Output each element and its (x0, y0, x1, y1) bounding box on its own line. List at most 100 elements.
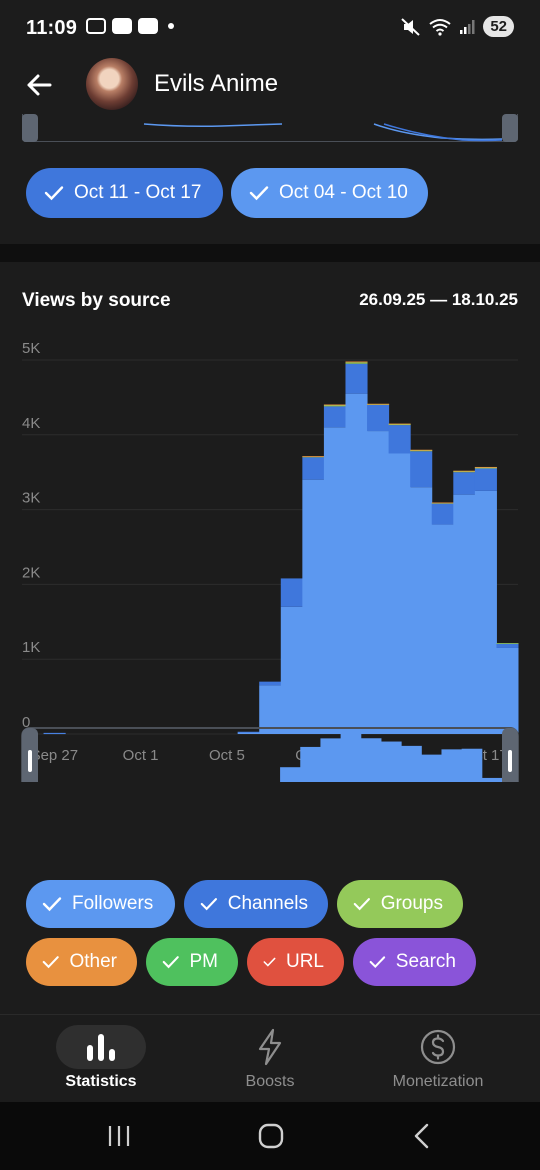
bar-groups-oct-11[interactable] (345, 362, 368, 364)
status-bar: 11:09 52 (0, 0, 540, 56)
y-tick-label: 1K (22, 639, 40, 656)
legend-chip-search[interactable]: Search (353, 938, 476, 986)
bar-followers-oct-15[interactable] (431, 524, 454, 734)
bar-channels-oct-16[interactable] (453, 472, 476, 495)
nav-statistics[interactable]: Statistics (16, 1025, 186, 1101)
bar-groups-oct-17[interactable] (474, 467, 497, 469)
bar-other-oct-13[interactable] (388, 423, 411, 425)
legend-chip-url[interactable]: URL (247, 938, 344, 986)
bar-channels-oct-8[interactable] (280, 578, 303, 607)
bar-channels-oct-9[interactable] (302, 457, 325, 480)
bar-groups-oct-13[interactable] (388, 423, 411, 426)
check-icon (42, 956, 59, 969)
wifi-icon (429, 18, 451, 36)
navigator-bar (280, 767, 301, 782)
dollar-circle-icon (420, 1029, 456, 1065)
arrow-left-icon[interactable] (24, 70, 54, 100)
bar-other-oct-14[interactable] (410, 449, 433, 451)
legend-chip-other[interactable]: Other (26, 938, 137, 986)
bar-channels-oct-18[interactable] (496, 643, 519, 648)
check-icon (200, 898, 218, 911)
bar-other-oct-11[interactable] (345, 361, 368, 363)
lightning-icon (258, 1028, 282, 1066)
battery-indicator: 52 (483, 16, 514, 37)
bar-followers-oct-10[interactable] (323, 427, 346, 734)
bar-channels-oct-6[interactable] (237, 731, 260, 733)
bar-followers-oct-6[interactable] (237, 732, 260, 734)
youtube-icon-2 (138, 18, 158, 34)
nav-boosts-label: Boosts (245, 1073, 295, 1090)
bar-groups-oct-14[interactable] (410, 450, 433, 452)
period-chip-label: Oct 04 - Oct 10 (279, 182, 408, 203)
bar-channels-oct-12[interactable] (367, 404, 390, 432)
legend-chip-label: Groups (380, 893, 443, 914)
check-icon (44, 186, 64, 201)
bar-followers-oct-14[interactable] (410, 487, 433, 734)
period-chip-current[interactable]: Oct 11 - Oct 17 (26, 168, 223, 218)
check-icon (263, 957, 276, 967)
nav-monetization-label: Monetization (392, 1073, 484, 1090)
bar-groups-oct-18[interactable] (496, 643, 519, 644)
bar-channels-oct-7[interactable] (259, 681, 282, 686)
more-notifications-icon (168, 23, 174, 29)
bar-followers-oct-8[interactable] (280, 606, 303, 734)
bar-groups-oct-10[interactable] (323, 404, 346, 407)
system-navigation-bar (0, 1102, 540, 1170)
bar-channels-oct-14[interactable] (410, 451, 433, 488)
period-chip-previous[interactable]: Oct 04 - Oct 10 (231, 168, 428, 218)
legend-chip-channels[interactable]: Channels (184, 880, 328, 928)
notification-icons (86, 18, 174, 34)
legend-chip-label: URL (285, 951, 324, 972)
navigator-bar (481, 777, 503, 782)
bar-other-oct-17[interactable] (474, 466, 497, 468)
bar-channels-oct-17[interactable] (474, 468, 497, 491)
bar-channels-oct-11[interactable] (345, 363, 368, 394)
legend-chip-label: Channels (227, 893, 308, 914)
bar-other-oct-16[interactable] (453, 470, 476, 472)
growth-chart-navigator[interactable] (22, 114, 518, 142)
bar-channels-sep-27[interactable] (43, 732, 66, 734)
bar-chart-icon (87, 1034, 115, 1061)
bar-followers-oct-11[interactable] (345, 393, 368, 734)
chart-date-range[interactable]: 26.09.25 — 18.10.25 (359, 290, 518, 309)
y-tick-label: 2K (22, 564, 40, 581)
check-icon (249, 186, 269, 201)
recents-icon[interactable] (106, 1124, 132, 1148)
bar-channels-oct-13[interactable] (388, 425, 411, 454)
bar-followers-oct-7[interactable] (259, 685, 282, 734)
bar-other-oct-12[interactable] (367, 403, 390, 405)
bar-other-oct-10[interactable] (323, 404, 346, 406)
navigator-bar (360, 738, 382, 782)
navigator-right-grip (508, 750, 512, 772)
legend-chip-groups[interactable]: Groups (337, 880, 463, 928)
nav-monetization[interactable]: Monetization (353, 1025, 523, 1101)
nav-statistics-pill (56, 1025, 146, 1069)
bar-other-oct-15[interactable] (431, 502, 454, 504)
bar-channels-oct-10[interactable] (323, 406, 346, 428)
back-icon[interactable] (410, 1122, 434, 1150)
followers-chart-card: Oct 11 - Oct 17 Oct 04 - Oct 10 (0, 114, 540, 244)
bar-followers-oct-13[interactable] (388, 453, 411, 735)
navigator-left-handle (22, 114, 38, 142)
home-icon[interactable] (257, 1122, 285, 1150)
legend-chip-followers[interactable]: Followers (26, 880, 175, 928)
bar-followers-oct-16[interactable] (453, 494, 476, 734)
legend-chip-pm[interactable]: PM (146, 938, 238, 986)
check-icon (42, 897, 62, 912)
bar-other-oct-9[interactable] (302, 456, 325, 457)
app-bar: Evils Anime (0, 56, 540, 114)
bar-followers-oct-17[interactable] (474, 490, 497, 734)
bar-followers-oct-18[interactable] (496, 647, 519, 734)
y-tick-label: 4K (22, 415, 40, 432)
channel-avatar[interactable] (86, 58, 138, 110)
bar-followers-oct-12[interactable] (367, 431, 390, 734)
nav-boosts[interactable]: Boosts (185, 1025, 355, 1101)
navigator-bar (461, 748, 483, 782)
bar-channels-oct-15[interactable] (431, 503, 454, 525)
legend-chip-label: Followers (72, 893, 154, 914)
bar-followers-oct-9[interactable] (302, 479, 325, 734)
screenshot-icon (86, 18, 106, 34)
nav-statistics-label: Statistics (65, 1073, 137, 1090)
bar-groups-oct-16[interactable] (453, 471, 476, 473)
